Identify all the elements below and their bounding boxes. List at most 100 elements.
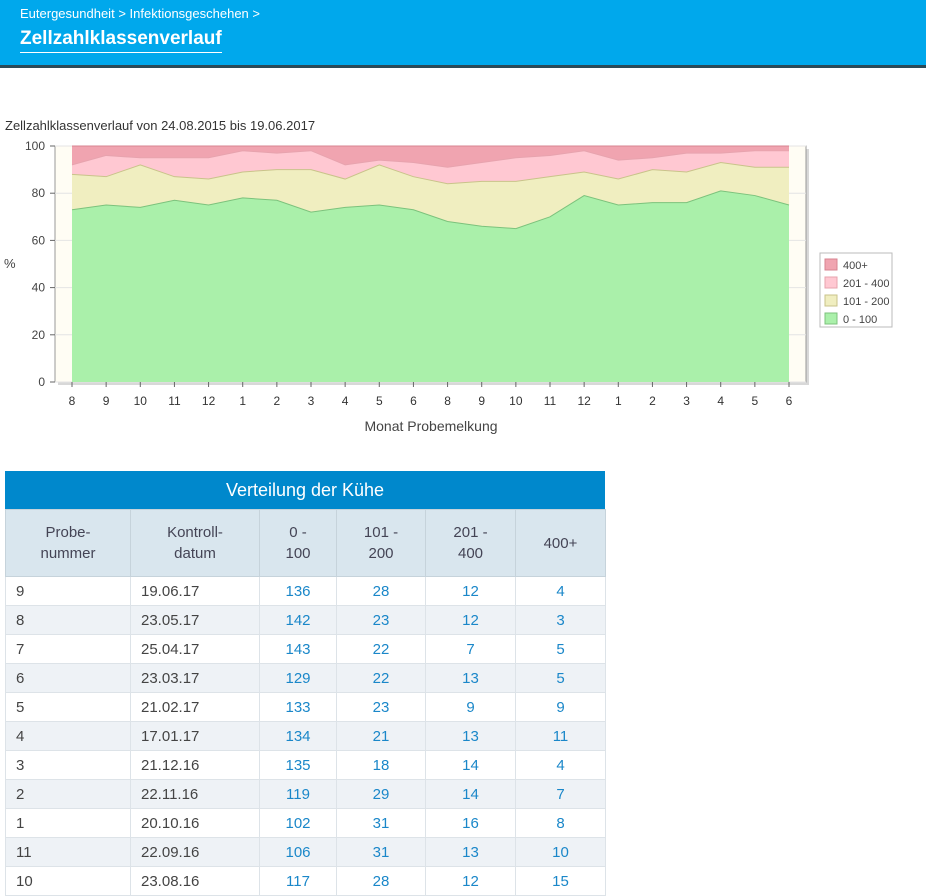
table-cell[interactable]: 21 [336, 721, 426, 751]
x-tick-label: 12 [202, 394, 216, 408]
breadcrumb-item-eutergesundheit[interactable]: Eutergesundheit [20, 6, 115, 21]
table-row: 3 21.12.16 135 18 14 4 [5, 750, 606, 780]
table-cell[interactable]: 12 [425, 605, 516, 635]
table-cell[interactable]: 117 [259, 866, 337, 896]
table-cell[interactable]: 142 [259, 605, 337, 635]
table-cell[interactable]: 31 [336, 837, 426, 867]
table-cell[interactable]: 135 [259, 750, 337, 780]
area-series-2 [72, 150, 789, 184]
column-header-text: 201 - [453, 524, 488, 541]
table-cell[interactable]: 13 [425, 721, 516, 751]
x-tick-label: 11 [544, 394, 557, 408]
table-header-row: Probe-nummer Kontroll-datum 0 -100 101 -200… [5, 509, 606, 577]
table-cell[interactable]: 7 [425, 634, 516, 664]
table-cell[interactable]: 23 [336, 692, 426, 722]
table-cell[interactable]: 106 [259, 837, 337, 867]
table-cell[interactable]: 18 [336, 750, 426, 780]
table-cell[interactable]: 12 [425, 576, 516, 606]
x-tick-label: 9 [103, 394, 110, 408]
breadcrumb: Eutergesundheit > Infektionsgeschehen > [20, 6, 260, 21]
column-header-text: 101 - [363, 524, 399, 541]
chart-caption: Zellzahlklassenverlauf von 24.08.2015 bi… [5, 118, 316, 133]
table-cell[interactable]: 119 [259, 779, 337, 809]
table-cell: 23.05.17 [130, 605, 260, 635]
x-tick-label: 3 [683, 394, 690, 408]
x-tick-label: 1 [615, 394, 622, 408]
table-cell[interactable]: 13 [425, 837, 516, 867]
table-cell: 3 [5, 750, 131, 780]
table-cell[interactable]: 134 [259, 721, 337, 751]
x-tick-label: 4 [342, 394, 349, 408]
table-cell: 21.02.17 [130, 692, 260, 722]
table-row: 1 20.10.16 102 31 16 8 [5, 808, 606, 838]
table-cell[interactable]: 14 [425, 779, 516, 809]
table-cell[interactable]: 9 [425, 692, 516, 722]
table-cell[interactable]: 22 [336, 634, 426, 664]
x-tick-label: 3 [308, 394, 315, 408]
table-cell[interactable]: 12 [425, 866, 516, 896]
table-cell[interactable]: 4 [515, 576, 606, 606]
table-body: 9 19.06.17 136 28 12 4 8 23.05.17 142 23 12 3 7 25.04… [5, 576, 606, 896]
legend-swatch [824, 258, 838, 271]
table-row: 7 25.04.17 143 22 7 5 [5, 634, 606, 664]
table-cell: 22.09.16 [130, 837, 260, 867]
x-tick-label: 5 [752, 394, 759, 408]
table-cell[interactable]: 10 [515, 837, 606, 867]
table-cell: 22.11.16 [130, 779, 260, 809]
legend-label: 201 - 400 [843, 278, 889, 290]
table-cell[interactable]: 9 [515, 692, 606, 722]
column-header-text: 100 [285, 545, 311, 562]
table-cell[interactable]: 28 [336, 866, 426, 896]
series-line-1 [71, 162, 789, 185]
table-cell[interactable]: 133 [259, 692, 337, 722]
table-cell[interactable]: 5 [515, 634, 606, 664]
table-cell[interactable]: 3 [515, 605, 606, 635]
table-cell[interactable]: 4 [515, 750, 606, 780]
legend-label: 0 - 100 [843, 314, 877, 326]
table-row: 6 23.03.17 129 22 13 5 [5, 663, 606, 693]
table-cell: 6 [5, 663, 131, 693]
table-cell[interactable]: 11 [515, 721, 606, 751]
table-cell[interactable]: 5 [515, 663, 606, 693]
x-tick-label: 6 [786, 394, 793, 408]
y-tick-label: 100 [25, 139, 45, 153]
table-cell[interactable]: 143 [259, 634, 337, 664]
table-cell[interactable]: 7 [515, 779, 606, 809]
column-header-text: nummer [40, 545, 96, 562]
table-cell[interactable]: 22 [336, 663, 426, 693]
x-tick-label: 5 [376, 394, 383, 408]
table-cell: 19.06.17 [130, 576, 260, 606]
table-cell: 10 [5, 866, 131, 896]
table-cell: 9 [5, 576, 131, 606]
table-cell[interactable]: 16 [425, 808, 516, 838]
table-cell[interactable]: 28 [336, 576, 426, 606]
column-header-text: 400 [457, 545, 484, 562]
table-cell[interactable]: 129 [259, 663, 337, 693]
table-cell[interactable]: 136 [259, 576, 337, 606]
y-tick-label: 60 [32, 233, 46, 247]
table-cell[interactable]: 23 [336, 605, 426, 635]
distribution-table: Probe-nummer Kontroll-datum 0 -100 101 -200… [5, 509, 606, 896]
table-cell[interactable]: 13 [425, 663, 516, 693]
x-tick-label: 8 [444, 394, 451, 408]
x-axis-label: Monat Probemelkung [364, 418, 497, 434]
table-cell[interactable]: 31 [336, 808, 426, 838]
table-cell: 20.10.16 [130, 808, 260, 838]
x-tick-label: 4 [717, 394, 724, 408]
legend-swatch [824, 294, 838, 307]
x-tick-label: 10 [509, 394, 523, 408]
table-cell[interactable]: 14 [425, 750, 516, 780]
column-header-3: 101 - 200 [336, 509, 426, 577]
distribution-table-panel: Verteilung der Kühe Probe-nummer Kontroll… [5, 471, 606, 896]
y-tick-label: 0 [38, 375, 45, 389]
table-cell[interactable]: 102 [259, 808, 337, 838]
table-cell[interactable]: 29 [336, 779, 426, 809]
area-series-3 [72, 146, 789, 168]
series-line-2 [71, 150, 789, 168]
table-cell[interactable]: 8 [515, 808, 606, 838]
y-tick-label: 80 [32, 186, 46, 200]
column-header-5: 400+ [515, 509, 606, 577]
table-cell[interactable]: 15 [515, 866, 606, 896]
breadcrumb-item-infektionsgeschehen[interactable]: Infektionsgeschehen [129, 6, 249, 21]
x-tick-label: 8 [69, 394, 76, 408]
